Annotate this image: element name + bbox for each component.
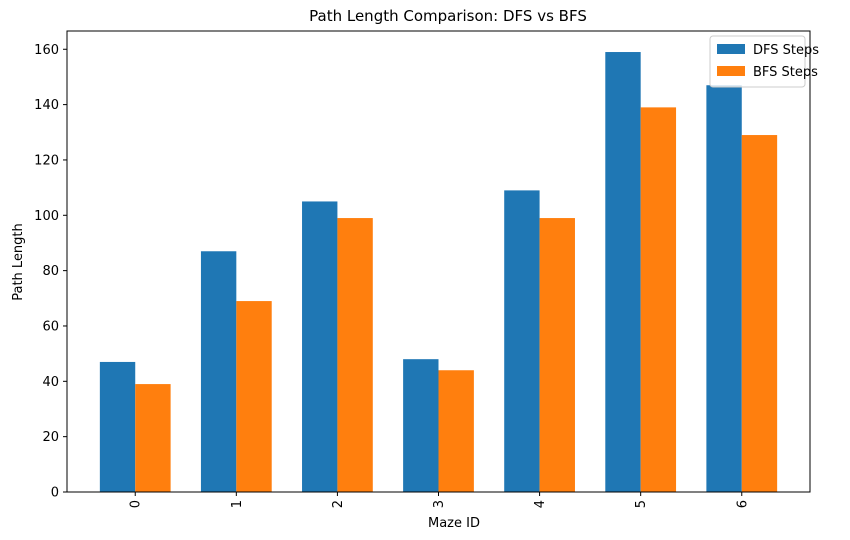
bar-bfs-6 — [741, 135, 778, 492]
y-tick-label: 0 — [51, 486, 59, 501]
x-tick-label: 0 — [129, 500, 144, 508]
bar-bfs-3 — [438, 370, 474, 492]
x-axis-label: Maze ID — [428, 516, 480, 531]
legend-label-bfs: BFS Steps — [753, 65, 818, 80]
y-tick-label: 140 — [34, 98, 59, 113]
chart-title: Path Length Comparison: DFS vs BFS — [309, 7, 587, 25]
legend-label-dfs: DFS Steps — [753, 43, 819, 58]
legend-swatch-dfs — [717, 44, 745, 54]
bar-bfs-4 — [539, 218, 575, 492]
bar-dfs-1 — [200, 251, 237, 492]
bar-dfs-2 — [302, 201, 338, 492]
bar-bfs-0 — [135, 384, 171, 492]
x-tick-label: 1 — [230, 500, 245, 508]
bar-dfs-3 — [403, 359, 439, 492]
x-tick-label: 2 — [331, 500, 346, 508]
legend-swatch-bfs — [717, 66, 745, 76]
y-tick-label: 160 — [34, 43, 59, 58]
bar-dfs-0 — [99, 361, 136, 492]
y-tick-label: 100 — [34, 209, 59, 224]
x-tick-label: 3 — [432, 500, 447, 508]
y-axis-label: Path Length — [11, 223, 26, 301]
x-tick-label: 5 — [634, 500, 649, 508]
y-tick-label: 40 — [42, 375, 59, 390]
bar-bfs-5 — [640, 107, 677, 493]
bar-dfs-4 — [504, 190, 540, 492]
bar-bfs-2 — [337, 218, 373, 492]
x-tick-label: 6 — [735, 500, 750, 508]
y-tick-label: 120 — [34, 153, 59, 168]
bar-dfs-5 — [605, 52, 641, 493]
y-tick-label: 80 — [42, 264, 59, 279]
legend: DFS Steps BFS Steps — [709, 35, 819, 88]
x-tick-label: 4 — [533, 500, 548, 508]
y-tick-label: 60 — [42, 319, 59, 334]
bar-bfs-1 — [236, 301, 272, 492]
bar-dfs-6 — [706, 85, 742, 492]
y-tick-label: 20 — [42, 430, 59, 445]
plot-area: 0 20 40 60 80 100 120 140 160 0 1 2 3 4 5 6 — [34, 30, 811, 508]
